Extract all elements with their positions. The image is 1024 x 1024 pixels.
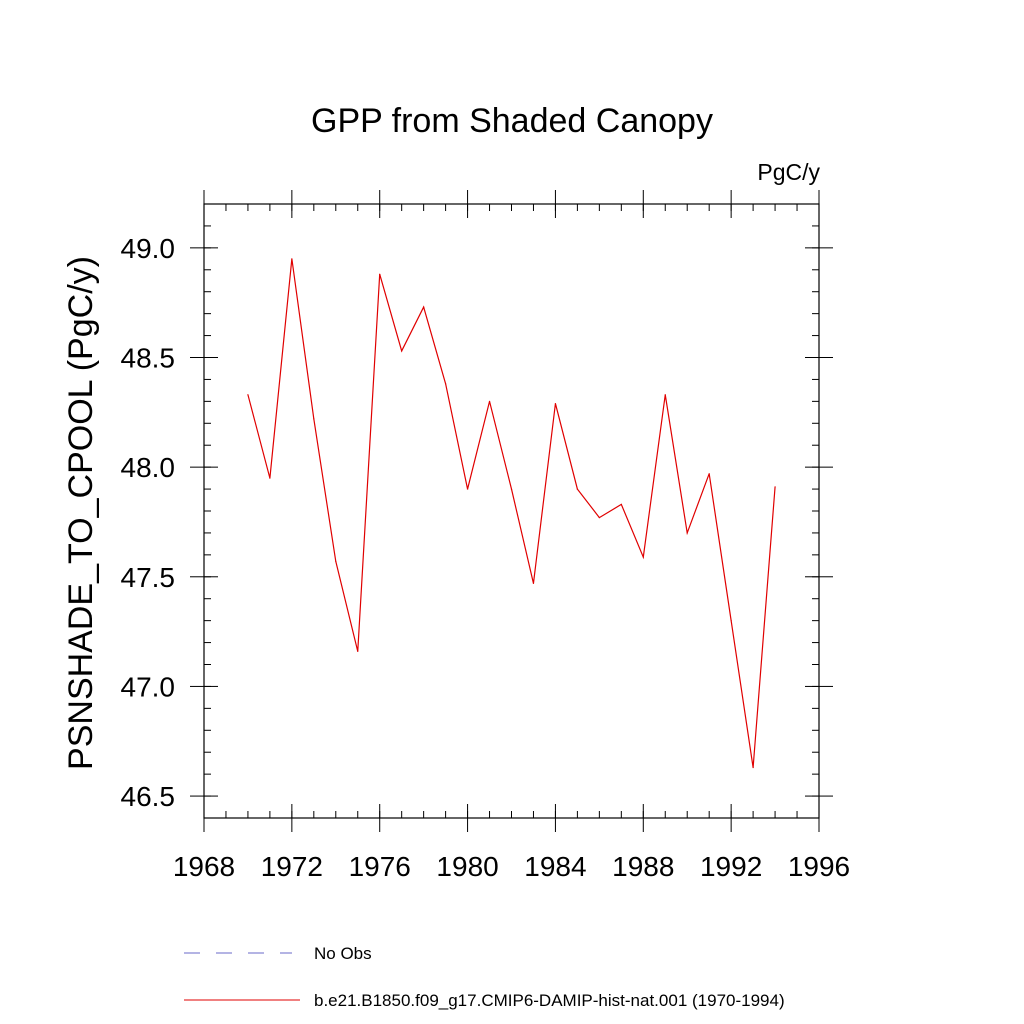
series-layer [247, 258, 776, 769]
data-point [752, 766, 754, 769]
y-tick-label: 48.0 [121, 452, 176, 483]
legend-label-model: b.e21.B1850.f09_g17.CMIP6-DAMIP-hist-nat… [314, 991, 785, 1010]
y-tick-label: 48.5 [121, 343, 176, 374]
units-label: PgC/y [757, 159, 820, 185]
y-tick-label: 46.5 [121, 781, 176, 812]
x-tick-label: 1984 [524, 851, 586, 882]
data-point [335, 560, 337, 563]
x-tick-label: 1968 [173, 851, 235, 882]
data-point [247, 394, 249, 396]
data-point [598, 516, 600, 519]
data-point [313, 418, 315, 420]
data-point [730, 620, 732, 622]
data-point [532, 582, 535, 584]
x-tick-label: 1996 [788, 851, 850, 882]
x-tick-label: 1980 [436, 851, 498, 882]
data-point [488, 400, 491, 402]
x-tick-label: 1972 [261, 851, 323, 882]
y-tick-label: 49.0 [121, 233, 176, 264]
x-tick-label: 1988 [612, 851, 674, 882]
y-axis-label: PSNSHADE_TO_CPOOL (PgC/y) [62, 256, 100, 770]
data-point [642, 556, 644, 558]
y-tick-label: 47.5 [121, 562, 176, 593]
data-point [423, 306, 425, 308]
data-point [774, 486, 776, 488]
data-point [554, 402, 557, 405]
data-point [576, 488, 578, 490]
x-axis: 1968 1972 1976 1980 1984 1988 1992 1996 [173, 190, 850, 882]
data-point [664, 394, 666, 396]
data-point [401, 350, 403, 352]
y-tick-label: 47.0 [121, 671, 176, 702]
data-point [510, 488, 513, 490]
series-line [247, 258, 776, 768]
chart-title: GPP from Shaded Canopy [311, 102, 713, 140]
data-point [357, 650, 359, 652]
data-point [466, 488, 469, 490]
data-point [291, 258, 293, 260]
plot-frame [203, 203, 820, 819]
data-point [686, 532, 688, 534]
legend-label-no-obs: No Obs [314, 944, 372, 963]
data-point [269, 477, 271, 479]
data-point [379, 273, 381, 275]
x-tick-label: 1976 [349, 851, 411, 882]
data-point [708, 473, 710, 475]
data-point [620, 503, 622, 506]
legend: No Obs b.e21.B1850.f09_g17.CMIP6-DAMIP-h… [184, 944, 785, 1010]
data-point [445, 383, 447, 385]
y-axis: 46.5 47.0 47.5 48.0 48.5 49.0 [121, 203, 833, 819]
x-tick-label: 1992 [700, 851, 762, 882]
